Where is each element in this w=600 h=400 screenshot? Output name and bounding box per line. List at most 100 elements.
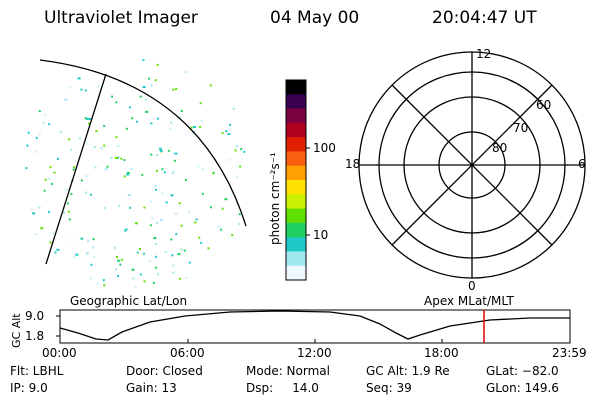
speckle <box>201 192 204 195</box>
speckle <box>155 255 158 258</box>
speckle <box>67 210 70 213</box>
speckle <box>198 236 201 239</box>
speckle <box>70 193 73 196</box>
speckle <box>103 144 106 147</box>
speckle <box>123 175 126 178</box>
speckle <box>56 248 60 251</box>
speckle <box>49 241 52 244</box>
altitude-xlabel-2359: 23:59 <box>552 346 587 360</box>
speckle <box>174 152 178 155</box>
speckle <box>156 221 158 224</box>
speckle <box>207 247 210 250</box>
speckle <box>195 218 198 221</box>
glon-status: GLon: 149.6 <box>486 381 559 395</box>
speckle <box>163 171 166 174</box>
speckle <box>134 285 137 288</box>
speckle <box>49 166 52 169</box>
speckle <box>135 120 138 123</box>
speckle <box>225 130 228 133</box>
speckle <box>54 251 57 254</box>
meridian-line <box>45 73 107 265</box>
speckle <box>94 166 97 169</box>
speckle <box>71 239 73 242</box>
speckle <box>161 192 164 195</box>
polar-label-70: 70 <box>513 121 529 135</box>
speckle <box>77 77 81 80</box>
speckle <box>143 206 146 209</box>
colorbar-step <box>286 122 306 138</box>
speckle <box>73 256 76 259</box>
ip-status: IP: 9.0 <box>10 381 48 395</box>
speckle <box>116 256 118 259</box>
altitude-ytick-9: 9.0 <box>25 309 45 323</box>
colorbar-step <box>286 222 306 238</box>
speckle <box>171 254 174 257</box>
colorbar-unit-label: photon cm⁻²s⁻¹ <box>268 152 282 245</box>
instrument-title: Ultraviolet Imager <box>44 8 198 28</box>
speckle <box>126 171 130 174</box>
speckle <box>125 127 128 130</box>
speckle <box>180 224 183 227</box>
speckle <box>224 198 228 201</box>
speckle <box>80 88 83 91</box>
speckle <box>26 144 29 147</box>
polar-label-0: 0 <box>468 279 476 293</box>
speckle <box>120 258 123 261</box>
speckle <box>43 189 46 192</box>
speckle <box>139 248 141 250</box>
speckle <box>52 232 55 235</box>
colorbar-step <box>286 208 306 224</box>
speckle <box>170 194 174 197</box>
dsp-status: Dsp: 14.0 <box>246 381 319 395</box>
speckle <box>104 168 108 171</box>
altitude-xlabel-1800: 18:00 <box>424 346 459 360</box>
speckle <box>150 217 154 220</box>
speckle <box>47 177 51 180</box>
altitude-xlabel-0600: 06:00 <box>170 346 205 360</box>
polar-diagonal-2 <box>391 84 553 246</box>
speckle <box>106 165 109 168</box>
speckle <box>102 279 105 282</box>
speckle <box>177 253 181 256</box>
speckle <box>38 110 41 112</box>
speckle <box>200 241 203 244</box>
speckle <box>178 202 181 205</box>
speckle <box>68 218 71 221</box>
speckle <box>142 59 145 62</box>
colorbar-step <box>286 80 306 95</box>
gc-altitude-status: GC Alt: 1.9 Re <box>366 364 450 378</box>
speckle <box>199 125 202 128</box>
speckle <box>53 171 56 174</box>
speckle <box>154 185 157 187</box>
speckle <box>156 169 158 172</box>
speckle <box>220 228 223 231</box>
speckle <box>131 268 135 271</box>
speckle <box>72 168 75 171</box>
speckle <box>159 218 163 221</box>
speckle <box>35 136 38 139</box>
speckle <box>103 284 106 287</box>
glat-status: GLat: −82.0 <box>486 364 559 378</box>
speckle <box>100 147 103 150</box>
speckle <box>156 154 159 157</box>
terminator-arc <box>39 59 247 227</box>
speckle <box>169 128 172 131</box>
date-label: 04 May 00 <box>270 8 360 28</box>
speckle <box>92 238 95 241</box>
speckle <box>229 123 232 126</box>
speckle <box>193 126 196 128</box>
speckle <box>51 182 54 185</box>
door-status: Door: Closed <box>126 364 203 378</box>
speckle <box>120 157 123 160</box>
speckle <box>25 167 28 170</box>
speckle <box>115 157 118 159</box>
speckle <box>44 178 47 181</box>
speckle <box>69 86 72 89</box>
speckle <box>125 228 128 231</box>
speckle <box>86 142 89 145</box>
altitude-curve <box>59 310 570 341</box>
speckle <box>115 136 118 139</box>
colorbar-step <box>286 137 306 152</box>
speckle <box>111 95 113 98</box>
